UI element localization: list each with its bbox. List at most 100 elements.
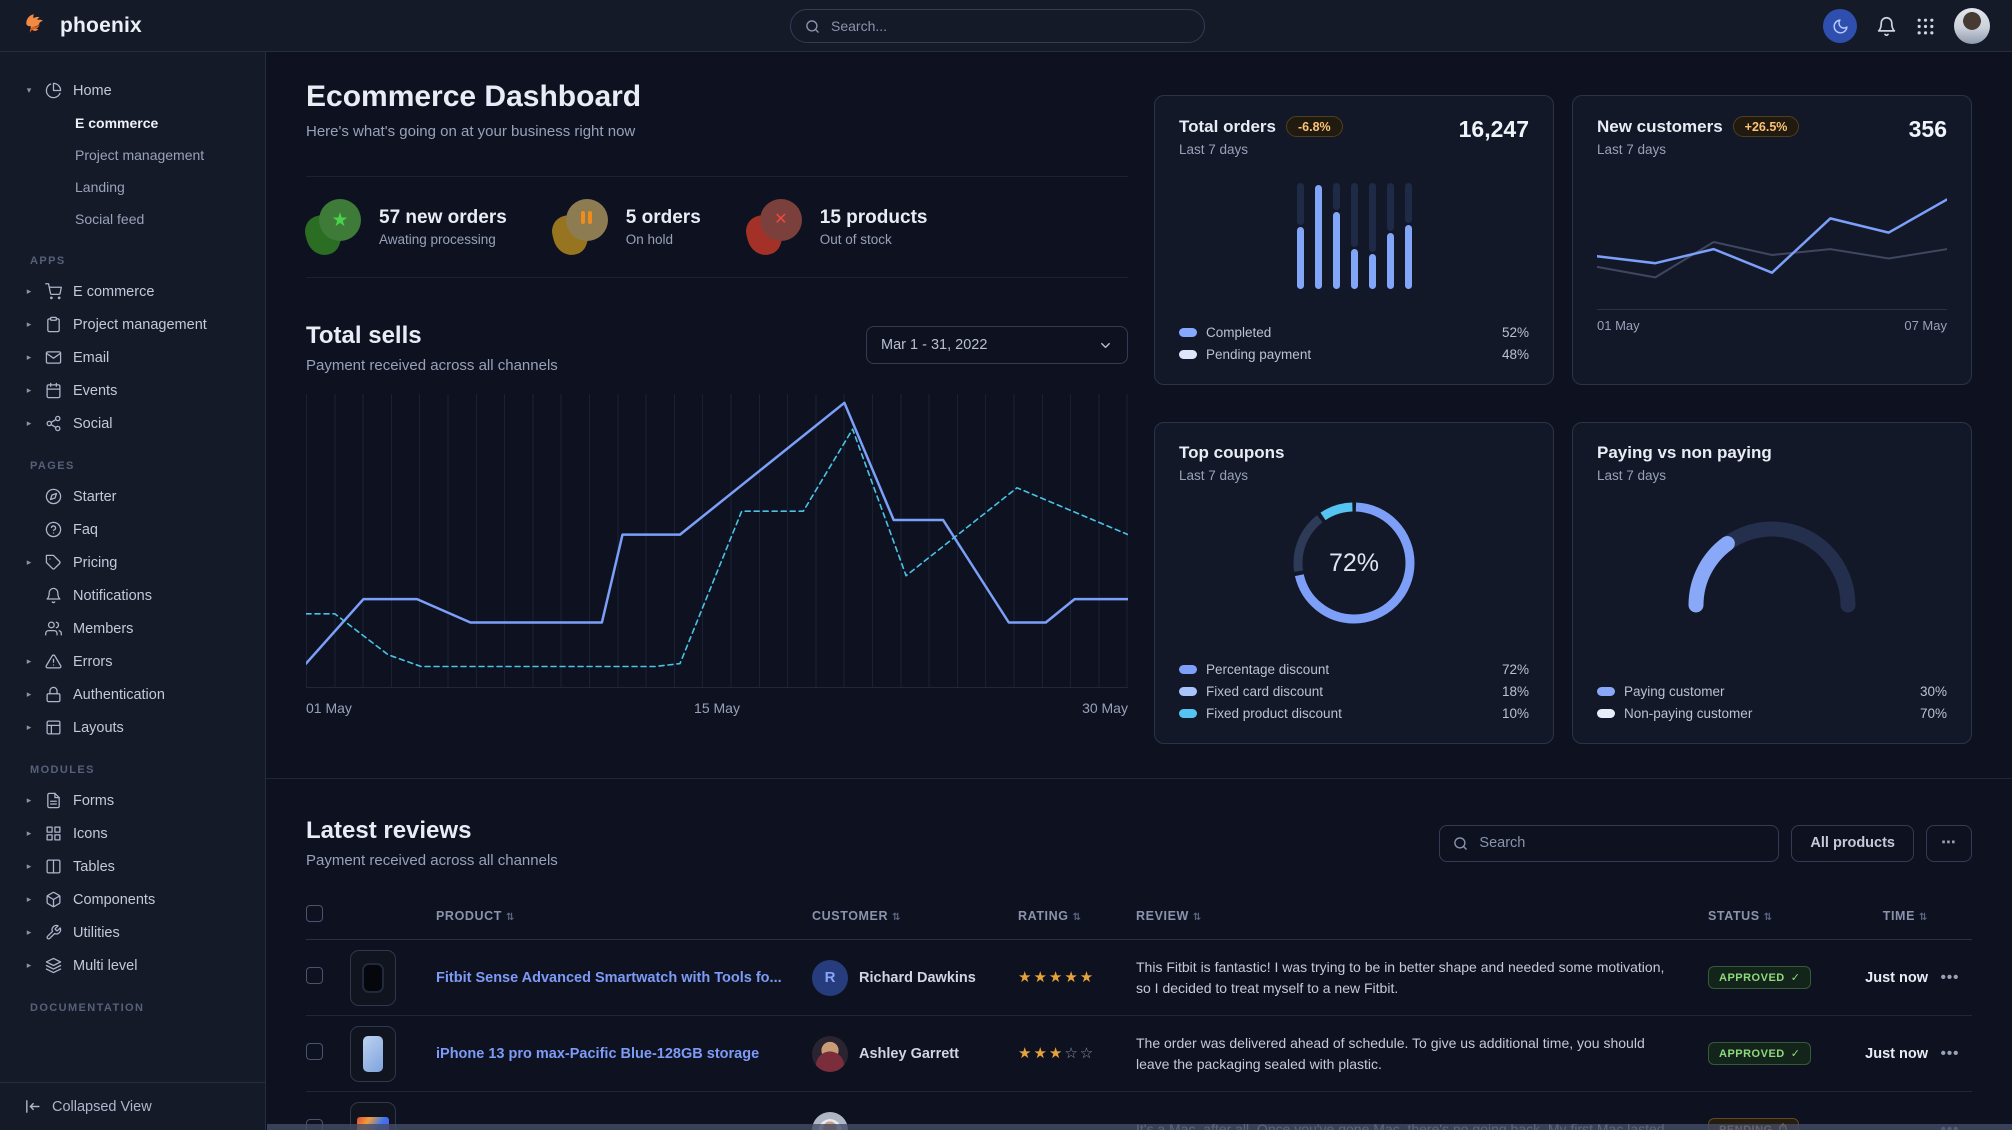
user-avatar[interactable] [1954,8,1990,44]
collapse-sidebar-button[interactable]: Collapsed View [0,1082,265,1130]
column-header-customer[interactable]: CUSTOMER ⇅ [812,909,902,923]
sidebar-item-label: Home [73,82,112,99]
sidebar-item-project-management[interactable]: Project management [75,147,205,163]
sidebar-item-errors[interactable]: ▸ Errors [18,645,251,678]
stat-pause-icon [548,199,611,259]
row-checkbox[interactable] [306,1042,323,1060]
users-icon [44,620,63,637]
reviews-more-button[interactable]: ⋯ [1926,824,1972,862]
x-label: 01 May [1597,318,1640,333]
file-text-icon [44,792,63,809]
top-coupons-donut-chart: 72% [1288,497,1420,629]
product-link[interactable]: iPhone 13 pro max-Pacific Blue-128GB sto… [436,1045,760,1062]
table-row: iPhone 13 pro max-Pacific Blue-128GB sto… [306,1016,1972,1092]
reviews-search[interactable] [1439,824,1780,862]
top-coupons-card: Top coupons Last 7 days 72% Percentage d… [1154,422,1554,744]
caret-right-icon: ▸ [26,689,32,699]
sidebar-item-multi-level[interactable]: ▸ Multi level [18,949,251,982]
legend-value: 70% [1919,706,1947,721]
reviews-search-input[interactable] [1477,834,1766,852]
reviews-title: Latest reviews [306,817,472,844]
sidebar-section-label-apps: APPS [30,255,66,267]
x-label: 01 May [306,700,352,716]
row-actions-button[interactable]: ••• [1940,1045,1960,1062]
sidebar-item-forms[interactable]: ▸ Forms [18,784,251,817]
caret-right-icon: ▸ [26,286,32,296]
column-header-rating[interactable]: RATING ⇅ [1018,909,1082,923]
sidebar-item-label: Notifications [73,587,152,604]
sidebar-item-project-management[interactable]: ▸ Project management [18,308,251,341]
sidebar-item-label: Utilities [73,924,120,941]
apps-grid-button[interactable] [1916,17,1935,36]
legend-label: Paying customer [1624,684,1725,699]
stats-row: ★ 57 new orders Awating processing 5 orders… [301,176,1128,278]
brand-logo[interactable]: phoenix [24,12,142,39]
sidebar-item-label: Starter [73,488,117,505]
product-link[interactable]: Fitbit Sense Advanced Smartwatch with To… [436,969,782,986]
sort-icon: ⇅ [506,912,515,923]
date-range-select[interactable]: Mar 1 - 31, 2022 [866,326,1128,364]
page-subtitle: Here's what's going on at your business … [306,123,636,140]
sidebar-item-email[interactable]: ▸ Email [18,341,251,374]
caret-right-icon: ▸ [26,722,32,732]
sidebar-item-authentication[interactable]: ▸ Authentication [18,678,251,711]
caret-right-icon: ▸ [26,861,32,871]
sidebar-item-events[interactable]: ▸ Events [18,374,251,407]
sidebar-item-faq[interactable]: Faq [18,513,251,546]
reviews-table-body: Fitbit Sense Advanced Smartwatch with To… [306,940,1972,1130]
sidebar-item-components[interactable]: ▸ Components [18,883,251,916]
sidebar-item-notifications[interactable]: Notifications [18,579,251,612]
sidebar-item-e-commerce[interactable]: ▸ E commerce [18,275,251,308]
customer-name: Ashley Garrett [859,1045,959,1062]
help-circle-icon [44,521,63,538]
customer-cell: Ashley Garrett [812,1035,1018,1072]
legend-value: 72% [1501,662,1529,677]
select-all-checkbox[interactable] [306,905,323,922]
row-checkbox[interactable] [306,966,323,984]
sidebar-item-pricing[interactable]: ▸ Pricing [18,546,251,579]
sidebar-item-members[interactable]: Members [18,612,251,645]
legend-pending-payment: Pending payment 48% [1179,347,1529,362]
pending-payment-swatch [1179,350,1197,359]
table-row: Fitbit Sense Advanced Smartwatch with To… [306,940,1972,1016]
navbar-search[interactable] [790,9,1205,43]
row-actions-button[interactable]: ••• [1940,969,1960,986]
order-bar [1296,183,1304,289]
sidebar-item-label: E commerce [73,283,155,300]
sidebar-item-landing[interactable]: Landing [75,179,125,195]
stat-subtitle: Awating processing [379,232,496,247]
compass-icon [44,488,63,505]
sidebar-item-icons[interactable]: ▸ Icons [18,817,251,850]
horizontal-scrollbar[interactable] [267,1124,2012,1130]
column-header-time[interactable]: TIME ⇅ [1882,909,1928,923]
total-sells-chart [306,394,1128,688]
sidebar-item-social-feed[interactable]: Social feed [75,211,145,227]
caret-right-icon: ▸ [26,795,32,805]
latest-reviews-section: Latest reviews Payment received across a… [306,817,1972,1130]
stat-subtitle: On hold [625,232,674,247]
column-header-status[interactable]: STATUS ⇅ [1708,909,1773,923]
search-input[interactable] [829,17,1190,35]
theme-toggle-button[interactable] [1823,9,1857,43]
product-cell: Fitbit Sense Advanced Smartwatch with To… [436,970,812,986]
column-header-review[interactable]: REVIEW ⇅ [1136,909,1202,923]
total-orders-bar-chart [1296,183,1412,289]
legend-paying-customer: Paying customer 30% [1597,684,1947,699]
sidebar-item-utilities[interactable]: ▸ Utilities [18,916,251,949]
caret-right-icon: ▸ [26,927,32,937]
status-cell: APPROVED ✓ [1708,1042,1848,1065]
brand-name: phoenix [60,13,142,37]
sidebar-item-e-commerce[interactable]: E commerce [75,115,159,131]
notifications-button[interactable] [1876,16,1897,37]
sidebar-item-social[interactable]: ▸ Social [18,407,251,440]
caret-right-icon: ▸ [26,385,32,395]
caret-right-icon: ▸ [26,352,32,362]
non-paying-customer-swatch [1597,709,1615,718]
sidebar-item-starter[interactable]: Starter [18,480,251,513]
order-bar [1386,183,1394,289]
all-products-button[interactable]: All products [1791,824,1914,862]
sidebar-item-layouts[interactable]: ▸ Layouts [18,711,251,744]
sidebar-item-home[interactable]: ▾ Home [18,74,251,107]
sidebar-item-tables[interactable]: ▸ Tables [18,850,251,883]
column-header-product[interactable]: PRODUCT ⇅ [436,909,515,923]
